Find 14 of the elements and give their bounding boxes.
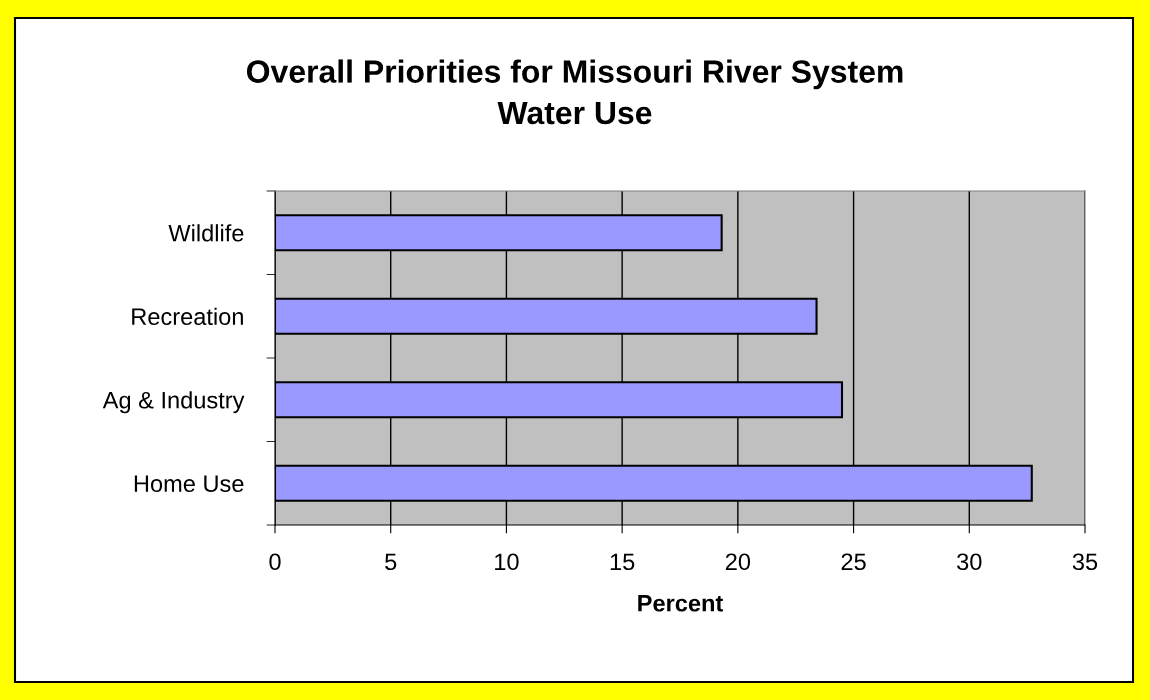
y-tick-label: Ag & Industry bbox=[102, 391, 245, 414]
x-tick-label: 15 bbox=[610, 553, 635, 571]
y-tick-label: Home Use bbox=[134, 475, 244, 493]
x-tick-label: 20 bbox=[725, 553, 751, 571]
x-tick-label: 0 bbox=[269, 553, 281, 571]
y-tick-label: Wildlife bbox=[168, 224, 244, 242]
x-axis-title: Percent bbox=[638, 595, 724, 612]
x-tick-label: 10 bbox=[495, 553, 519, 571]
chart-title: Overall Priorities for Missouri River System Water Use bbox=[246, 59, 903, 125]
x-tick-label: 30 bbox=[957, 553, 982, 571]
x-tick-label: 35 bbox=[1072, 553, 1098, 571]
x-tick-label: 5 bbox=[385, 553, 397, 571]
x-tick-label: 25 bbox=[841, 553, 866, 571]
y-tick-label: Recreation bbox=[132, 307, 243, 326]
